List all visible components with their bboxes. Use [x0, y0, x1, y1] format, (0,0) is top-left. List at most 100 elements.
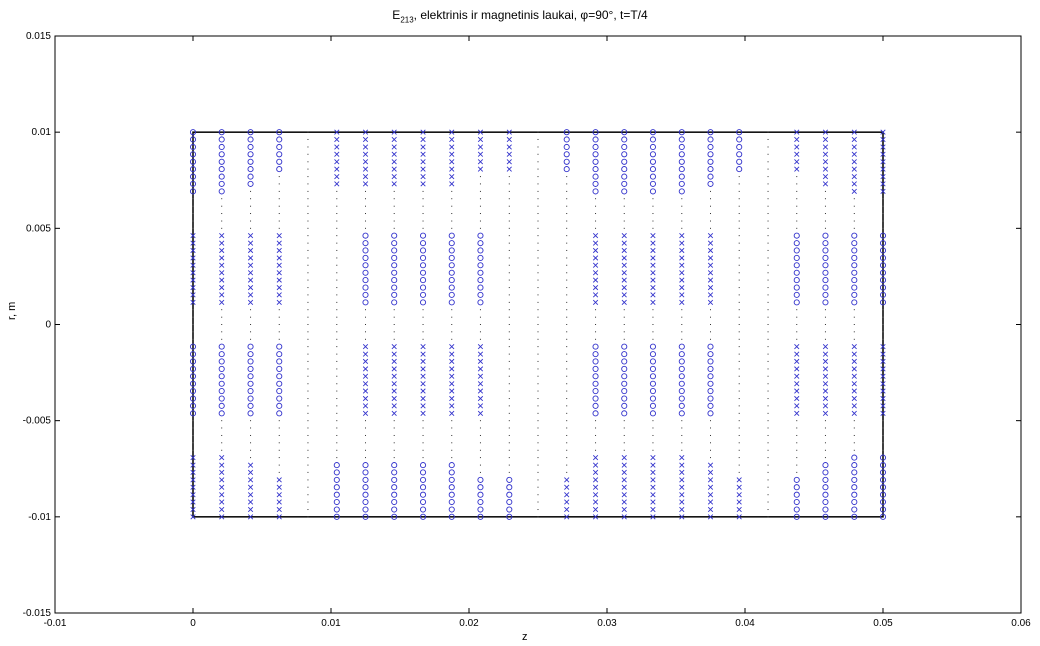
field-marker-dot — [221, 220, 223, 222]
field-marker-dot — [652, 205, 654, 207]
field-marker-circle — [678, 343, 685, 350]
field-marker-cross — [707, 233, 714, 239]
field-marker-circle — [218, 143, 225, 151]
field-marker-cross — [880, 159, 886, 165]
field-marker-dot — [422, 324, 424, 325]
field-marker-dot — [767, 242, 769, 244]
field-marker-circle — [707, 380, 714, 387]
field-marker-dot — [738, 279, 740, 281]
field-marker-cross — [880, 410, 886, 416]
field-marker-cross — [506, 151, 512, 157]
field-marker-dot — [508, 316, 510, 318]
field-marker-dot — [767, 331, 769, 333]
field-marker-cross — [477, 159, 484, 165]
field-marker-dot — [853, 442, 855, 444]
field-marker-circle — [621, 188, 628, 195]
field-marker-dot — [738, 449, 740, 451]
field-marker-dot — [796, 176, 798, 178]
field-marker-dot — [479, 227, 481, 229]
x-tick-label: 0.03 — [597, 618, 617, 629]
field-marker-dot — [537, 220, 539, 222]
field-marker-dot — [681, 227, 683, 229]
field-marker-cross — [506, 166, 512, 172]
field-marker-circle — [189, 180, 197, 187]
field-marker-dot — [365, 227, 366, 229]
field-marker-dot — [250, 309, 252, 311]
field-marker-cross — [362, 351, 369, 357]
field-marker-dot — [824, 190, 826, 192]
field-marker-dot — [738, 420, 740, 422]
field-marker-circle — [189, 410, 197, 417]
field-marker-dot — [566, 449, 568, 451]
field-marker-cross — [190, 462, 196, 468]
field-marker-dot — [767, 235, 769, 237]
field-marker-cross — [276, 492, 282, 498]
field-marker-dot — [566, 464, 568, 466]
field-marker-dot — [336, 198, 338, 200]
field-marker-dot — [250, 198, 252, 200]
field-marker-cross — [276, 240, 282, 246]
field-marker-dot — [767, 190, 769, 192]
field-marker-dot — [307, 242, 309, 244]
field-marker-dot — [336, 227, 338, 229]
field-marker-cross — [391, 410, 397, 416]
field-marker-dot — [566, 213, 568, 215]
field-marker-circle — [621, 136, 628, 143]
field-marker-circle — [477, 299, 484, 306]
field-marker-dot — [250, 427, 252, 429]
field-marker-dot — [508, 176, 510, 178]
field-marker-dot — [595, 449, 597, 451]
field-marker-circle — [851, 277, 858, 284]
field-marker-dot — [796, 449, 798, 451]
field-marker-dot — [595, 324, 597, 325]
field-marker-dot — [767, 479, 769, 481]
field-marker-circle — [793, 476, 800, 483]
field-marker-circle — [448, 284, 455, 291]
field-marker-circle — [189, 387, 197, 395]
field-marker-dot — [508, 338, 510, 340]
field-marker-dot — [796, 420, 798, 422]
field-marker-cross — [564, 492, 570, 498]
field-marker-dot — [767, 198, 769, 200]
field-marker-cross — [362, 388, 369, 394]
field-marker-cross — [679, 247, 685, 254]
field-marker-dot — [566, 338, 568, 340]
field-marker-dot — [336, 331, 338, 333]
field-marker-cross — [362, 151, 369, 157]
field-marker-dot — [681, 331, 683, 333]
field-marker-dot — [307, 434, 309, 436]
field-marker-dot — [365, 324, 366, 325]
field-marker-cross — [334, 144, 340, 150]
field-marker-dot — [537, 168, 539, 170]
field-marker-dot — [537, 242, 539, 244]
field-marker-cross — [190, 262, 196, 268]
field-marker-dot — [767, 427, 769, 429]
field-marker-circle — [678, 373, 685, 380]
field-marker-dot — [796, 457, 798, 459]
field-marker-dot — [221, 338, 223, 340]
field-marker-cross — [679, 255, 685, 261]
field-marker-dot — [824, 420, 826, 422]
field-marker-circle — [649, 351, 657, 358]
field-marker-dot — [451, 227, 453, 229]
field-marker-dot — [710, 457, 711, 459]
field-marker-circle — [851, 484, 858, 491]
field-marker-circle — [879, 506, 887, 513]
field-marker-cross — [794, 388, 800, 394]
field-marker-circle — [793, 291, 800, 298]
field-marker-cross — [621, 262, 627, 268]
field-marker-circle — [879, 469, 887, 476]
field-marker-cross — [679, 262, 685, 268]
field-marker-circle — [822, 506, 829, 513]
field-marker-dot — [278, 457, 280, 459]
field-marker-cross — [621, 233, 627, 239]
field-marker-cross — [247, 492, 254, 498]
field-marker-cross — [247, 284, 254, 291]
field-marker-dot — [767, 138, 769, 140]
field-marker-dot — [882, 449, 884, 451]
field-marker-cross — [621, 469, 627, 476]
field-marker-circle — [592, 136, 599, 143]
field-marker-dot — [508, 279, 510, 281]
field-marker-dot — [221, 324, 223, 325]
field-marker-dot — [307, 346, 309, 348]
